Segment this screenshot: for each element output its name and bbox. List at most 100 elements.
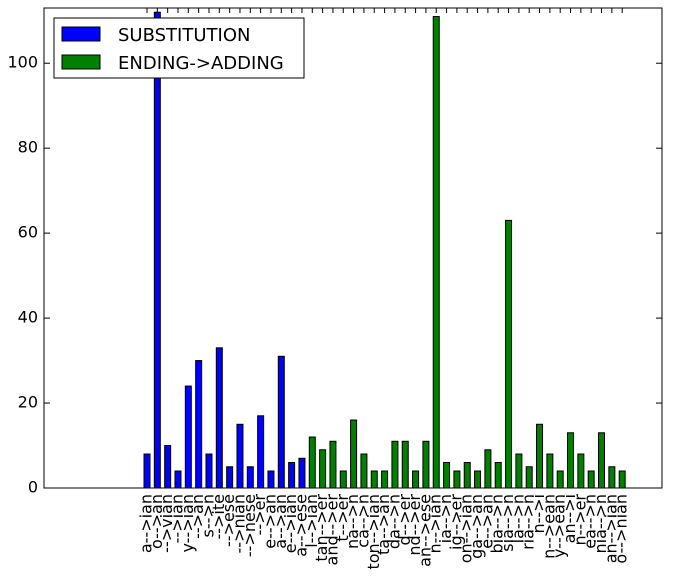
bar [370,470,378,489]
x-tick-label: bia-->n [488,494,507,554]
x-tick-label: y-->ean [550,494,569,558]
y-tick-label: 20 [18,393,38,412]
plot-frame [43,7,663,489]
bar [567,432,575,489]
x-tick-label: e-->an [477,494,496,549]
bar [536,423,544,489]
x-tick-label: on-->ian [457,494,476,563]
y-tick-label: 0 [28,478,38,497]
x-tick-label: ta-->an [374,494,393,555]
x-tick-label: -->er [250,494,269,536]
x-tick-label: an-->ian [601,494,620,563]
bar [257,415,265,489]
x-tick-label: da-->n [384,494,403,549]
bar [412,470,420,489]
x-tick-label: o-->an [147,494,166,549]
bar [618,470,626,489]
x-tick-label: ton-->ian [364,494,383,570]
bar [401,440,409,489]
y-tick-label: 60 [18,223,38,242]
bar [184,385,192,489]
x-tick-label: ga-->an [467,494,486,559]
x-tick-label: e-->an [260,494,279,549]
legend: SUBSTITUTION ENDING->ADDING [53,17,305,79]
legend-label: SUBSTITUTION [118,25,250,46]
bar [360,453,368,489]
bar [463,462,471,489]
x-tick-label: sia-->n [498,494,517,552]
x-tick-label: la-->n [508,494,527,543]
bar [381,470,389,489]
bar [494,462,502,489]
bar [391,440,399,489]
bar [298,457,306,489]
x-tick-label: ca-->n [353,494,372,548]
bar [422,440,430,489]
bar [174,470,182,489]
bar [525,466,533,489]
x-tick-label: l-->ian [302,494,321,548]
bar [474,470,482,489]
bar [153,11,161,489]
bar [236,423,244,489]
x-tick-label: ig-->er [446,494,465,550]
y-tick-label: 40 [18,308,38,327]
bar [577,453,585,489]
x-tick-label: nd-->er [405,494,424,556]
x-tick-label: d-->er [395,494,414,546]
bar [215,347,223,489]
x-tick-label: t-->er [333,494,352,542]
bar [587,470,595,489]
bar [308,436,316,489]
legend-swatch [61,54,101,70]
bar [205,453,213,489]
x-tick-label: ia-->n [436,494,455,543]
bar [443,462,451,489]
x-tick-label: s-->n [198,494,217,537]
x-tick-label: tan-->er [312,494,331,562]
bar [484,449,492,489]
x-tick-label: nia-->n [591,494,610,553]
bar [277,355,285,489]
bar [608,466,616,489]
bar [432,15,440,489]
bar [143,453,151,489]
bar [453,470,461,489]
x-tick-label: -->ese [219,494,238,547]
bar [339,470,347,489]
x-tick-label: e-->ian [281,494,300,553]
bar [164,445,172,489]
x-tick-label: -->nese [240,494,259,557]
bar [505,219,513,489]
x-tick-label: n-->ean [539,494,558,559]
bar [329,440,337,489]
x-tick-label: na-->n [343,494,362,549]
bar [246,466,254,489]
legend-label: ENDING->ADDING [118,53,284,74]
x-tick-label: -->an [188,494,207,539]
bar [267,470,275,489]
x-tick-label: -->nian [229,494,248,553]
bar [195,360,203,489]
bar [350,419,358,489]
x-tick-label: n-->ian [426,494,445,553]
x-tick-label: an-->i [560,494,579,543]
x-tick-label: an-->ese [415,494,434,567]
bar [319,449,327,489]
x-tick-label: y-->ian [178,494,197,553]
y-tick-label: 100 [7,53,38,72]
x-tick-label: -->ian [167,494,186,543]
legend-swatch [61,26,101,42]
x-tick-label: a-->an [271,494,290,549]
x-tick-label: -->ite [209,494,228,540]
x-tick-label: o-->nian [612,494,631,564]
bar [556,470,564,489]
x-tick-label: and-->er [322,494,341,566]
bar [288,462,296,489]
y-tick-label: 80 [18,138,38,157]
x-tick-label: a-->ian [137,494,156,553]
x-tick-label: ria-->n [519,494,538,550]
bar [546,453,554,489]
bar [598,432,606,489]
